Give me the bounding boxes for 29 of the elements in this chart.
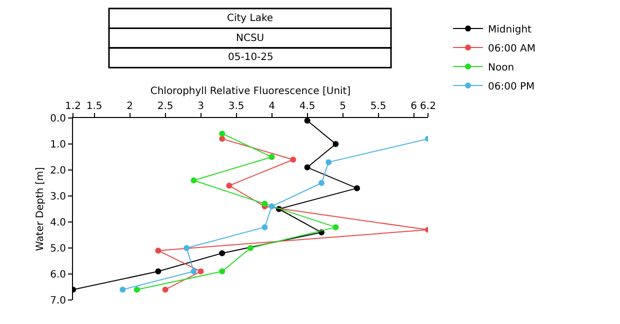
y-tick-label: 7.0 [50, 296, 66, 306]
x-tick-label: 1.2 [65, 101, 81, 112]
y-tick-label: 5.0 [50, 244, 66, 254]
chart-title: City Lake [227, 13, 274, 24]
legend-label: 06:00 AM [488, 43, 536, 54]
x-tick-label: 2 [126, 101, 133, 112]
x-tick-label: 5 [340, 101, 346, 112]
chart-subtitle: NCSU [236, 33, 264, 44]
x-tick-label: 5.5 [370, 101, 386, 112]
legend-label: Noon [488, 62, 514, 74]
x-tick-label: 6 [410, 101, 417, 112]
x-tick-label: 2.5 [157, 101, 174, 112]
y-tick-label: 1.0 [50, 140, 66, 150]
x-tick-label: 1.5 [86, 101, 102, 112]
y-tick-label: 4.0 [50, 218, 66, 228]
legend-label: Midnight [488, 24, 532, 36]
legend-label: 06:00 PM [488, 81, 535, 92]
x-tick-label: 4.5 [299, 101, 316, 112]
y-tick-label: 3.0 [50, 192, 66, 202]
y-tick-label: 2.0 [50, 166, 66, 176]
x-axis-title: Chlorophyll Relative Fluorescence [Unit] [150, 86, 351, 97]
y-tick-label: 0.0 [50, 114, 66, 124]
x-tick-label: 3.5 [228, 101, 244, 112]
x-tick-label: 6.2 [420, 101, 436, 112]
text: 05-10-25 [228, 52, 274, 63]
x-tick-label: 3 [198, 101, 204, 112]
x-tick-label: 4 [268, 101, 275, 112]
y-tick-label: 6.0 [50, 270, 66, 280]
y-axis-title: Water Depth [m] [35, 166, 46, 251]
